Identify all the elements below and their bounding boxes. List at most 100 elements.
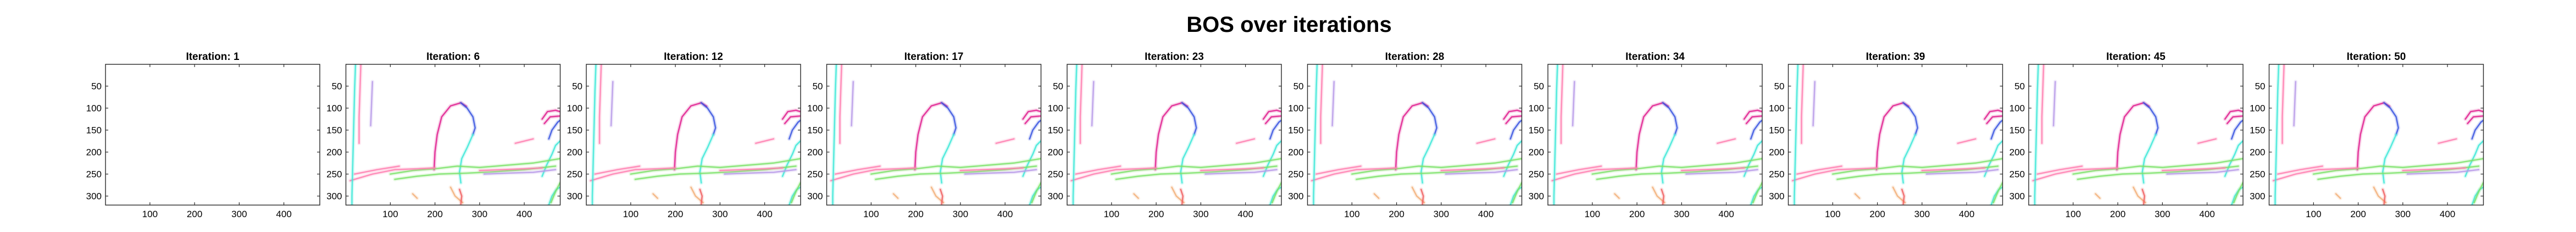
bos-stroke — [630, 158, 801, 175]
bos-stroke — [1794, 64, 1799, 205]
y-tick-label: 50 — [813, 81, 823, 92]
bos-stroke — [412, 193, 418, 199]
bos-stroke — [459, 189, 463, 205]
bos-stroke — [1681, 167, 1745, 172]
y-tick-label: 100 — [1769, 103, 1784, 114]
panel-title: Iteration: 34 — [1625, 51, 1685, 63]
bos-stroke — [1992, 182, 2003, 203]
y-tick-label: 50 — [1534, 81, 1544, 92]
bos-stroke — [940, 189, 943, 205]
bos-stroke — [1984, 140, 2003, 177]
bos-stroke — [1892, 186, 1906, 203]
y-tick-label: 250 — [567, 169, 582, 180]
x-tick-label: 100 — [382, 209, 398, 219]
bos-stroke — [940, 134, 954, 184]
bos-stroke — [1685, 169, 1758, 175]
bos-stroke — [1200, 167, 1264, 172]
bos-stroke — [1091, 81, 1095, 126]
y-tick-label: 250 — [807, 169, 823, 180]
axes-frame — [2028, 64, 2244, 206]
bos-stroke — [2293, 81, 2297, 126]
bos-stroke — [548, 119, 560, 140]
bos-stroke — [1661, 134, 1676, 184]
bos-stroke — [699, 134, 714, 184]
bos-stroke — [1440, 167, 1504, 172]
y-tick-label: 300 — [1048, 191, 1063, 202]
y-tick-label: 50 — [2255, 81, 2266, 92]
bos-stroke — [1752, 182, 1762, 203]
bos-stroke — [690, 186, 704, 203]
panel-title: Iteration: 1 — [186, 51, 240, 63]
panel: Iteration: 28 100 200 300 400 50 100 150 200 250 3… — [1288, 51, 1523, 219]
x-tick-label: 200 — [187, 209, 202, 219]
bos-stroke — [2162, 167, 2226, 172]
x-tick-label: 400 — [757, 209, 772, 219]
bos-stroke — [1111, 158, 1281, 175]
bos-stroke — [541, 109, 560, 120]
y-tick-label: 300 — [2250, 191, 2265, 202]
x-tick-label: 300 — [1434, 209, 1449, 219]
bos-stroke — [832, 64, 837, 205]
axes-frame — [345, 64, 561, 206]
bos-stroke — [1133, 193, 1139, 199]
bos-stroke — [2133, 186, 2146, 203]
bos-stroke — [349, 167, 436, 181]
bos-stroke — [2041, 64, 2045, 144]
bos-stroke — [550, 182, 560, 203]
bos-stroke — [1505, 115, 1522, 124]
axes-frame — [826, 64, 1042, 206]
bos-stroke — [2095, 193, 2101, 199]
bos-stroke — [2226, 115, 2243, 124]
y-tick-label: 150 — [1769, 125, 1784, 136]
bos-field — [2271, 64, 2484, 205]
bos-stroke — [1070, 167, 1157, 181]
bos-stroke — [2317, 165, 2480, 180]
bos-stroke — [590, 167, 676, 181]
y-tick-label: 50 — [2014, 81, 2025, 92]
y-tick-label: 150 — [1529, 125, 1544, 136]
panel-title: Iteration: 50 — [2347, 51, 2406, 63]
bos-stroke — [2471, 186, 2484, 205]
bos-stroke — [1509, 119, 1522, 140]
y-tick-label: 150 — [326, 125, 342, 136]
bos-stroke — [1796, 165, 1842, 175]
bos-stroke — [2382, 189, 2386, 205]
x-tick-label: 100 — [1825, 209, 1840, 219]
bos-stroke — [1422, 102, 1437, 135]
bos-field — [1790, 64, 2003, 205]
x-tick-label: 400 — [2440, 209, 2455, 219]
x-tick-label: 100 — [2066, 209, 2081, 219]
axes-frame — [1307, 64, 1523, 206]
bos-stroke — [543, 115, 560, 124]
bos-stroke — [1171, 186, 1185, 203]
bos-stroke — [1661, 189, 1665, 205]
y-tick-label: 200 — [2009, 147, 2025, 158]
bos-stroke — [1745, 115, 1762, 124]
panel-title: Iteration: 28 — [1385, 51, 1445, 63]
bos-stroke — [781, 140, 801, 177]
panel: Iteration: 50 100 200 300 400 50 100 150 200 250 3… — [2250, 51, 2484, 219]
bos-stroke — [784, 115, 801, 124]
bos-stroke — [839, 64, 842, 144]
bos-stroke — [1512, 182, 1522, 203]
y-tick-label: 250 — [1769, 169, 1784, 180]
bos-stroke — [1832, 158, 2003, 175]
bos-stroke — [2277, 165, 2323, 175]
axes-frame — [1787, 64, 2003, 206]
bos-stroke — [1022, 140, 1041, 177]
bos-stroke — [1990, 119, 2003, 140]
x-tick-label: 300 — [712, 209, 728, 219]
x-tick-label: 300 — [2395, 209, 2411, 219]
x-tick-label: 100 — [142, 209, 158, 219]
bos-stroke — [394, 165, 557, 180]
image-area — [1788, 64, 2003, 205]
panel-title: Iteration: 6 — [426, 51, 480, 63]
y-tick-label: 300 — [807, 191, 823, 202]
bos-stroke — [1180, 189, 1184, 205]
bos-stroke — [835, 165, 881, 175]
panel: Iteration: 6 100 200 300 400 50 100 150 200 250 30… — [326, 51, 561, 219]
panel-title: Iteration: 23 — [1145, 51, 1204, 63]
bos-stroke — [2034, 64, 2039, 205]
panel: Iteration: 17 100 200 300 400 50 100 150 200 250 3… — [807, 51, 1042, 219]
